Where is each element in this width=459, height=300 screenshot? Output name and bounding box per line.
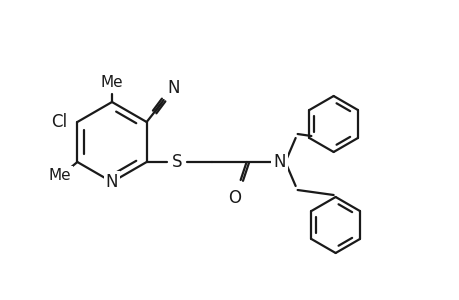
Text: Me: Me bbox=[48, 169, 71, 184]
Text: Me: Me bbox=[101, 74, 123, 89]
Text: Cl: Cl bbox=[51, 113, 67, 131]
Text: O: O bbox=[228, 189, 241, 207]
Text: N: N bbox=[106, 173, 118, 191]
Text: N: N bbox=[273, 153, 285, 171]
Text: N: N bbox=[167, 79, 179, 97]
Text: S: S bbox=[171, 153, 181, 171]
